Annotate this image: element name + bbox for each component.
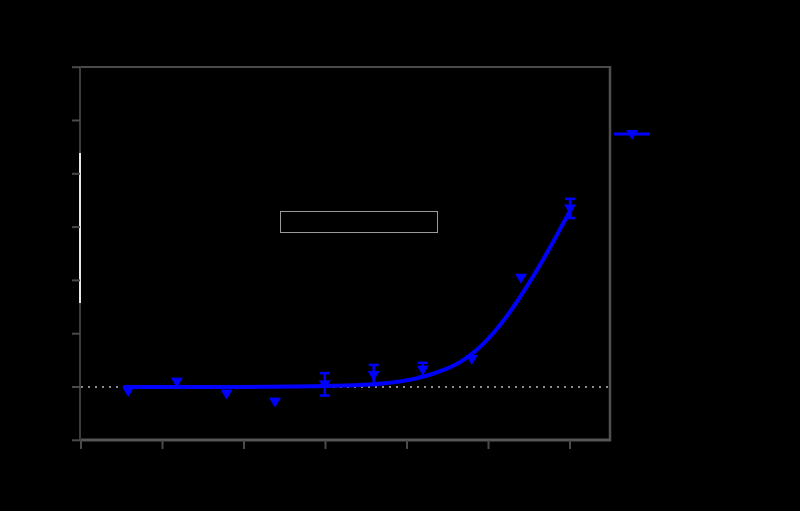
y-tick-label: 80 <box>50 165 69 183</box>
y-tick-label: 0 <box>59 378 69 396</box>
x-tick-label: 0.01 <box>64 451 97 469</box>
data-point-marker <box>514 273 527 284</box>
data-point-marker <box>220 389 233 400</box>
legend-marker-icon <box>614 129 650 140</box>
x-tick-label: 1 <box>239 451 249 469</box>
data-point-marker <box>367 371 380 382</box>
tick-labels-layer: 0.01 0.1 1 10 100 1000 10000 120 100 80 60 40 20 0 -20 <box>40 58 594 469</box>
data-point-marker <box>318 380 331 391</box>
x-tick-label: 10 <box>316 451 335 469</box>
x-tick-label: 10000 <box>546 451 594 469</box>
fit-curve <box>123 207 573 390</box>
ic50-annotation-box: IC50 ≈ 5000 µM <box>280 211 438 233</box>
data-point-marker <box>465 355 478 366</box>
y-tick-label: 40 <box>50 271 69 289</box>
ic50-annotation-text: IC50 ≈ 5000 µM <box>302 214 416 230</box>
y-tick-label: 100 <box>40 112 69 130</box>
data-point-marker <box>268 397 281 408</box>
x-tick-label: 100 <box>393 451 422 469</box>
data-point-marker <box>170 377 183 388</box>
y-tick-label: -20 <box>45 431 70 449</box>
x-axis-label: concentration of compound (µg/ml) <box>158 473 462 493</box>
legend-label: Test compound <box>660 124 782 143</box>
data-point-marker <box>122 386 135 397</box>
x-tick-label: 1000 <box>469 451 507 469</box>
legend: Test compound <box>612 124 781 143</box>
y-tick-label: 60 <box>50 218 69 236</box>
data-markers-layer <box>122 204 576 408</box>
data-point-marker <box>564 204 576 215</box>
y-tick-label: 20 <box>50 325 69 343</box>
x-tick-label: 0.1 <box>151 451 175 469</box>
data-point-marker <box>416 365 429 376</box>
y-tick-label: 120 <box>40 58 69 76</box>
chart-title: In vitro screening of compounds on THP-1 <box>106 10 584 62</box>
ticks-layer <box>72 66 571 449</box>
